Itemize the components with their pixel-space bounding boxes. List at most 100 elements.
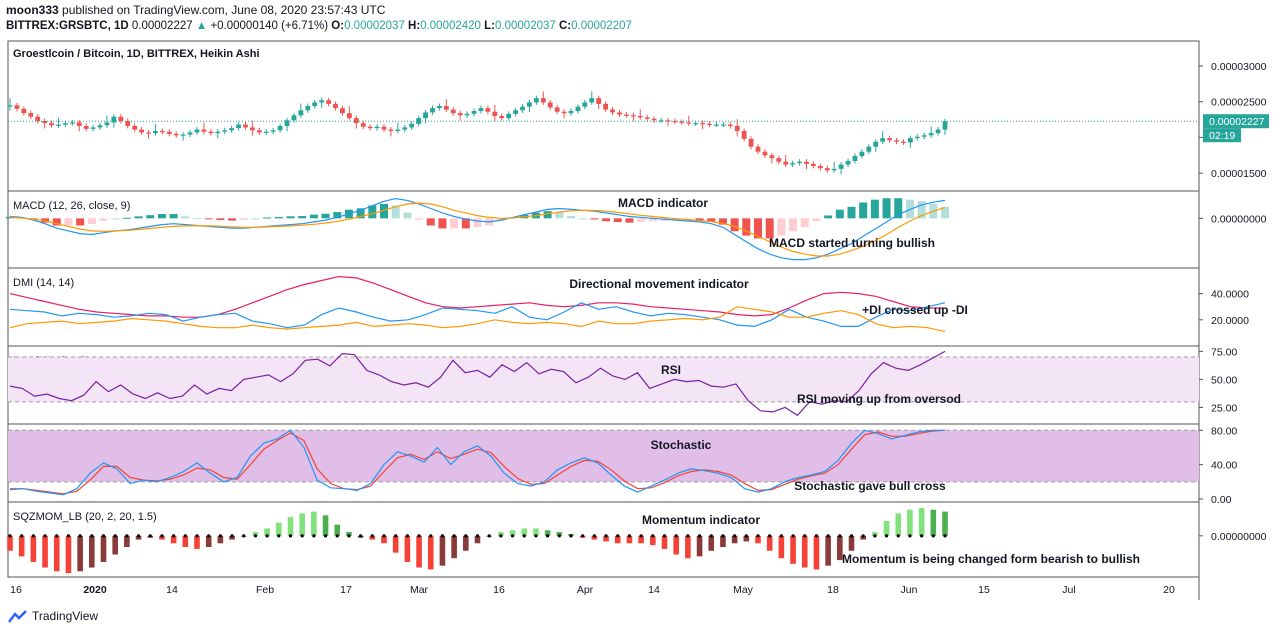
momentum-bar xyxy=(556,532,563,536)
candle-body xyxy=(554,107,560,112)
macd-histogram-bar xyxy=(777,218,786,236)
squeeze-dot xyxy=(452,534,456,538)
publish-info: published on TradingView.com, June 08, 2… xyxy=(62,3,386,17)
momentum-bar xyxy=(825,535,831,566)
squeeze-dot xyxy=(814,534,819,538)
momentum-bar xyxy=(346,532,352,536)
squeeze-dot xyxy=(429,534,433,538)
squeeze-dot xyxy=(943,534,947,538)
candle-body xyxy=(201,129,207,132)
candle-body xyxy=(928,133,934,136)
momentum-bar xyxy=(521,528,528,536)
squeeze-dot xyxy=(125,534,129,538)
macd-histogram-bar xyxy=(695,218,704,221)
candle-body xyxy=(222,130,228,132)
candle-body xyxy=(125,121,131,126)
momentum-bar xyxy=(287,517,294,536)
stoch-note: Stochastic gave bull cross xyxy=(794,479,946,493)
price-tick-label: 0.00001500 xyxy=(1211,168,1267,180)
momentum-bar xyxy=(194,535,200,549)
squeeze-dot xyxy=(253,534,258,538)
squeeze-dot xyxy=(31,534,35,538)
x-tick-label: Jun xyxy=(901,584,918,596)
candle-body xyxy=(866,146,872,152)
candle-body xyxy=(83,126,89,129)
momentum-bar xyxy=(872,532,878,536)
momentum-bar xyxy=(439,535,446,566)
momentum-bar xyxy=(124,535,130,548)
squeeze-dot xyxy=(651,534,655,538)
tradingview-brand: TradingView xyxy=(32,609,99,623)
candle-body xyxy=(935,129,941,134)
macd-histogram-bar xyxy=(789,218,798,232)
macd-histogram-bar xyxy=(415,218,424,220)
candle-body xyxy=(741,131,747,139)
squeeze-dot xyxy=(370,534,374,538)
candle-body xyxy=(478,108,484,111)
squeeze-dot xyxy=(873,534,877,538)
candle-body xyxy=(166,131,172,134)
candle-body xyxy=(208,131,214,134)
candle-body xyxy=(873,141,879,147)
momentum-bar xyxy=(790,535,796,564)
macd-histogram-bar xyxy=(461,218,470,229)
stoch-tick-label: 40.00 xyxy=(1211,460,1237,472)
momentum-bar xyxy=(907,509,913,536)
squeeze-dot xyxy=(674,534,678,538)
stoch-band xyxy=(8,430,1199,482)
tradingview-footer[interactable]: TradingView xyxy=(8,609,98,623)
momentum-bar xyxy=(392,535,399,553)
squeeze-dot xyxy=(709,534,713,538)
stoch-annotation: Stochastic xyxy=(651,438,712,452)
x-tick-label: 16 xyxy=(10,584,22,596)
macd-annotation: MACD indicator xyxy=(618,196,708,210)
candle-body xyxy=(56,124,61,126)
macd-histogram-bar xyxy=(380,203,388,219)
dmi-note: +DI crossed up -DI xyxy=(862,303,968,317)
candle-body xyxy=(118,116,124,121)
candle-body xyxy=(298,110,304,116)
momentum-bar xyxy=(638,535,644,544)
momentum-bar xyxy=(7,535,13,551)
dmi-tick-label: 20.0000 xyxy=(1211,315,1249,327)
candle-body xyxy=(326,100,331,104)
author-name[interactable]: moon333 xyxy=(6,3,59,17)
squeeze-dot xyxy=(581,534,585,538)
momentum-bar xyxy=(159,535,165,540)
squeeze-dot xyxy=(838,534,842,538)
momentum-annotation: Momentum indicator xyxy=(642,513,760,527)
candle-body xyxy=(132,126,138,130)
momentum-bar xyxy=(334,524,341,536)
candle-body xyxy=(69,122,75,124)
macd-histogram-bar xyxy=(672,218,681,221)
candle-body xyxy=(596,98,602,104)
candle-body xyxy=(277,126,283,131)
candle-body xyxy=(139,129,144,133)
macd-tick-label: 0.00000000 xyxy=(1211,213,1267,225)
squeeze-dot xyxy=(394,534,398,538)
candle-body xyxy=(727,124,733,126)
momentum-bar xyxy=(626,535,633,544)
squeeze-dot xyxy=(849,534,854,538)
candle-body xyxy=(797,161,802,164)
candle-body xyxy=(540,98,546,103)
candle-body xyxy=(880,138,886,142)
macd-histogram-bar xyxy=(613,218,622,223)
last-price-label: 0.00002227 xyxy=(1209,116,1265,128)
macd-histogram-bar xyxy=(835,209,844,219)
macd-histogram-bar xyxy=(64,218,73,226)
candle-body xyxy=(568,111,574,114)
candle-body xyxy=(790,163,796,165)
candle-body xyxy=(783,161,789,165)
squeeze-dot xyxy=(803,534,807,538)
macd-histogram-bar xyxy=(309,214,318,219)
x-tick-label: 2020 xyxy=(83,584,107,596)
macd-histogram-bar xyxy=(473,218,482,227)
candle-body xyxy=(319,100,325,103)
macd-histogram-bar xyxy=(76,218,85,226)
candle-body xyxy=(942,121,948,130)
macd-histogram-bar xyxy=(263,217,272,219)
macd-histogram-bar xyxy=(146,215,155,219)
dmi-plus-di-line xyxy=(9,302,946,329)
